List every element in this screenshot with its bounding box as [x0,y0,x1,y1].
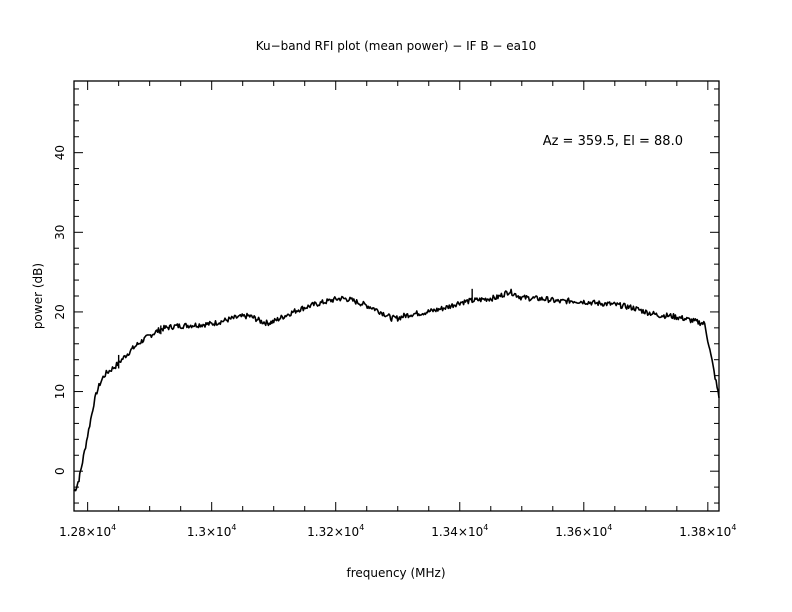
x-tick-label: 1.28×104 [59,523,116,539]
x-tick-label: 1.3×104 [187,523,237,539]
y-tick-label: 30 [53,225,67,240]
x-tick-label: 1.38×104 [679,523,736,539]
y-axis: 0 10 20 30 40 [53,88,719,504]
x-axis-label: frequency (MHz) [346,566,445,580]
y-tick-label: 0 [53,467,67,475]
x-tick-label: 1.36×104 [555,523,612,539]
y-axis-label: power (dB) [31,263,45,329]
y-tick-label: 20 [53,304,67,319]
x-tick-label: 1.32×104 [307,523,364,539]
y-tick-label: 10 [53,384,67,399]
y-tick-label: 40 [53,145,67,160]
spikes [117,288,473,369]
annotation-az-el: Az = 359.5, El = 88.0 [543,134,683,149]
x-tick-label: 1.34×104 [431,523,488,539]
chart-title: Ku−band RFI plot (mean power) − IF B − e… [256,39,537,53]
x-axis: 1.28×104 1.3×104 1.32×104 1.34×104 1.36×104 1… [59,81,736,539]
series-line [73,288,720,492]
